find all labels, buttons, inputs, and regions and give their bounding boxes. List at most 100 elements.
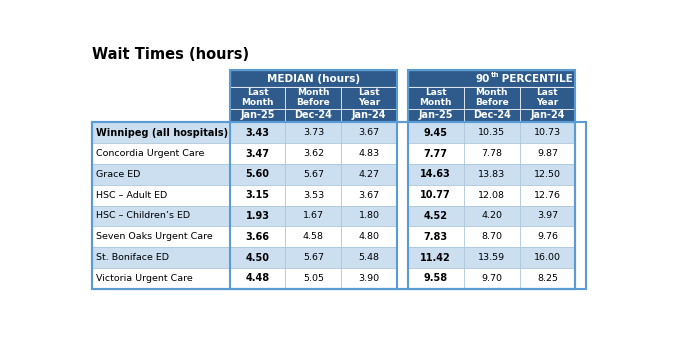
Text: 9.76: 9.76 [537,232,558,241]
Bar [408,70,575,87]
Bar [408,108,464,122]
Bar [520,108,575,122]
Bar [92,122,230,143]
Bar [285,87,341,108]
Text: 7.83: 7.83 [423,232,448,242]
Bar [285,122,341,143]
Bar [92,122,575,289]
Text: Dec-24: Dec-24 [294,110,332,120]
Text: Jan-25: Jan-25 [419,110,453,120]
Bar [408,143,464,164]
Bar [285,206,341,226]
Bar [341,185,397,206]
Text: 4.20: 4.20 [481,211,502,220]
Text: 3.15: 3.15 [246,190,269,200]
Bar [520,226,575,247]
Text: 9.45: 9.45 [424,128,448,138]
Bar [341,108,397,122]
Bar [230,70,397,87]
Bar [230,247,285,268]
Bar [397,122,408,143]
Bar [92,143,230,164]
Text: Last
Month: Last Month [241,88,274,107]
Text: Last
Month: Last Month [419,88,452,107]
Bar [464,206,520,226]
Bar [397,164,408,185]
Bar [92,247,230,268]
Bar [408,268,464,289]
Bar [285,268,341,289]
Text: Dec-24: Dec-24 [473,110,510,120]
Bar [285,185,341,206]
Text: th: th [491,72,499,78]
Bar [520,247,575,268]
Bar [92,70,230,122]
Bar [464,226,520,247]
Text: 13.59: 13.59 [478,253,505,262]
Text: MEDIAN (hours): MEDIAN (hours) [267,73,360,84]
Text: 4.80: 4.80 [358,232,380,241]
Text: Jan-24: Jan-24 [352,110,386,120]
Bar [341,247,397,268]
Text: 7.78: 7.78 [481,149,502,158]
Bar [397,143,408,164]
Text: HSC – Adult ED: HSC – Adult ED [96,191,167,200]
Text: Last
Year: Last Year [536,88,559,107]
Bar [230,206,285,226]
Text: 12.08: 12.08 [478,191,505,200]
Text: 5.60: 5.60 [246,169,269,180]
Text: 90: 90 [475,73,490,84]
Bar [397,185,408,206]
Bar [520,122,575,143]
Bar [341,122,397,143]
Bar [341,87,397,108]
Bar [397,70,408,122]
Bar [464,185,520,206]
Bar [408,87,464,108]
Text: Jan-25: Jan-25 [240,110,275,120]
Text: Seven Oaks Urgent Care: Seven Oaks Urgent Care [96,232,212,241]
Text: 10.73: 10.73 [534,128,561,137]
Text: Last
Year: Last Year [358,88,380,107]
Text: 3.43: 3.43 [246,128,269,138]
Text: 3.67: 3.67 [358,191,380,200]
Text: 9.87: 9.87 [537,149,558,158]
Text: PERCENTILE (hours): PERCENTILE (hours) [498,73,619,84]
Text: 3.66: 3.66 [246,232,269,242]
Bar [520,143,575,164]
Bar [464,268,520,289]
Text: 5.48: 5.48 [358,253,380,262]
Text: 5.67: 5.67 [303,170,324,179]
Bar [397,247,408,268]
Text: Grace ED: Grace ED [96,170,140,179]
Text: 8.25: 8.25 [537,274,558,283]
Bar [408,206,464,226]
Bar [285,226,341,247]
Text: 4.52: 4.52 [424,211,448,221]
Text: Month
Before: Month Before [296,88,330,107]
Text: 5.05: 5.05 [303,274,324,283]
Text: 4.83: 4.83 [358,149,380,158]
Text: 3.62: 3.62 [303,149,324,158]
Bar [520,206,575,226]
Bar [92,164,230,185]
Text: 11.42: 11.42 [421,253,451,262]
Bar [464,164,520,185]
Text: 9.70: 9.70 [481,274,502,283]
Bar [230,164,285,185]
Bar [464,247,520,268]
Text: 1.67: 1.67 [303,211,324,220]
Text: Wait Times (hours): Wait Times (hours) [92,47,249,62]
Bar [520,164,575,185]
Text: 14.63: 14.63 [421,169,451,180]
Bar [341,143,397,164]
Text: 10.77: 10.77 [421,190,451,200]
Bar [464,87,520,108]
Text: 3.47: 3.47 [246,149,269,158]
Bar [92,122,586,289]
Text: 5.67: 5.67 [303,253,324,262]
Bar [408,226,464,247]
Text: Concordia Urgent Care: Concordia Urgent Care [96,149,204,158]
Bar [341,164,397,185]
Text: 12.76: 12.76 [534,191,561,200]
